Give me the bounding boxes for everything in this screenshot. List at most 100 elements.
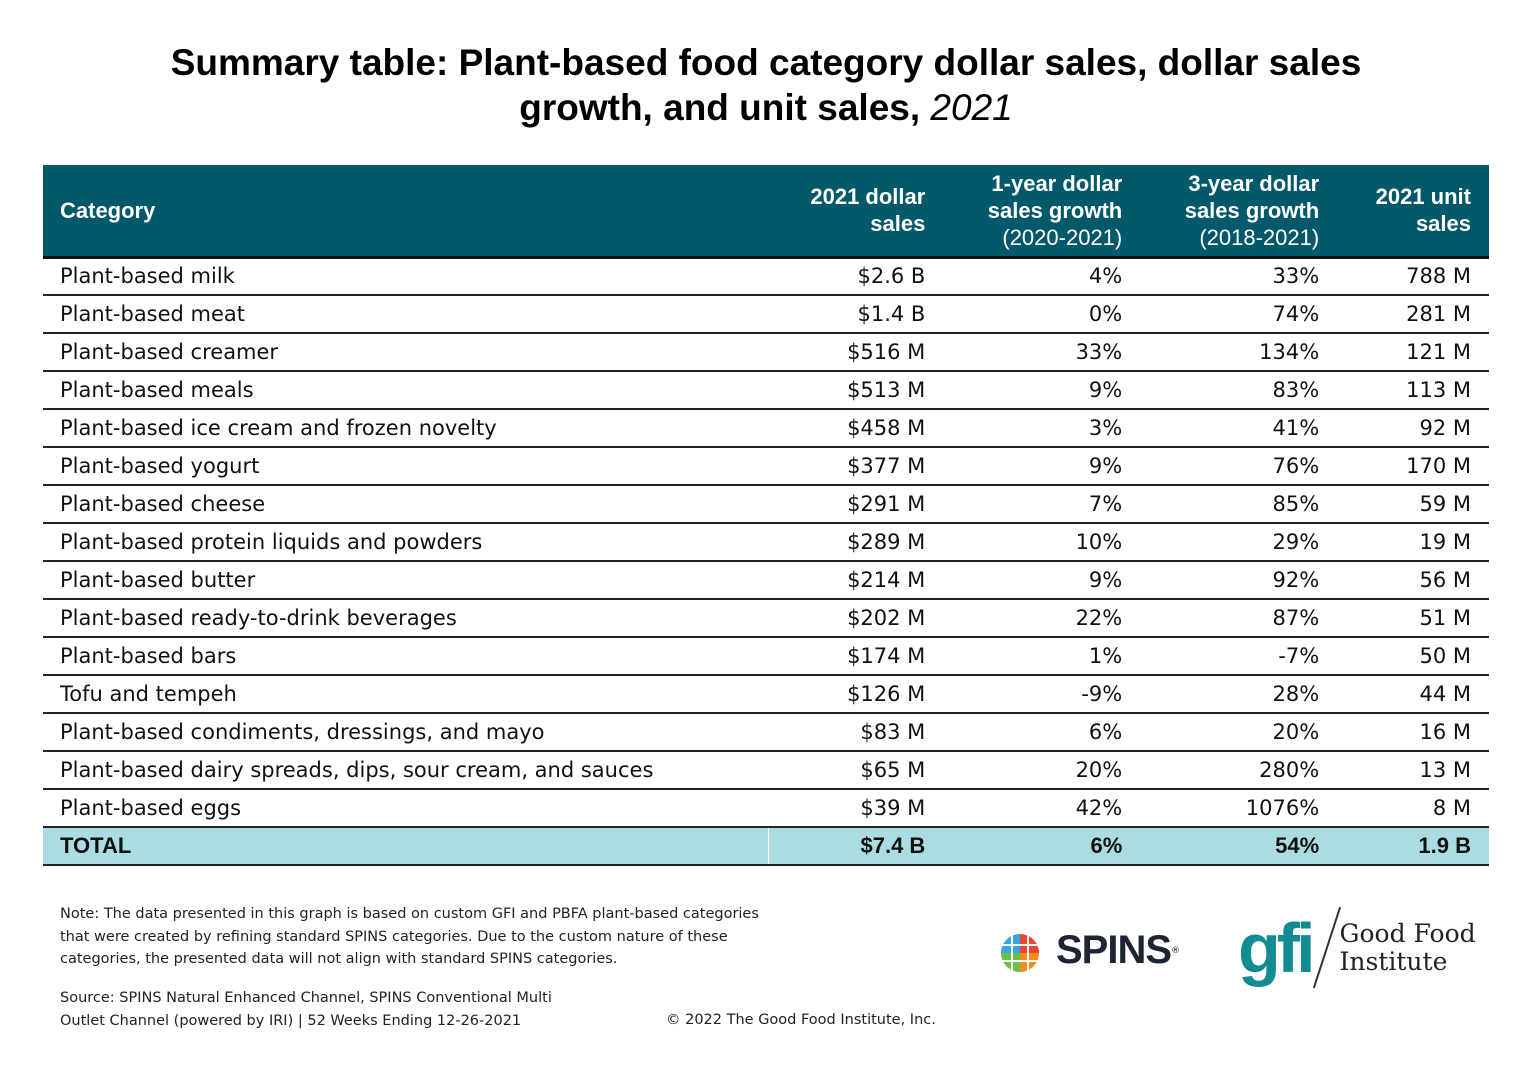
gfi-name-line: Good Food [1339,918,1476,948]
cell-dollar-sales: $202 M [847,606,926,630]
cell-three-year-growth: 85% [1272,492,1320,516]
cell-one-year-growth: 7% [1088,492,1123,516]
cell-dollar-sales: $126 M [847,682,926,706]
cell-one-year-growth: 9% [1088,454,1123,478]
header-text: sales growth [1184,197,1320,223]
cell-dollar-sales: $83 M [860,720,926,744]
note-line: Note: The data presented in this graph i… [60,906,759,922]
cell-dollar-sales: $513 M [847,378,926,402]
cell-category: Plant-based meals [60,378,254,402]
table-row: Plant-based creamer $516 M 33% 134% 121 M [43,333,1489,371]
header-one-year-growth: 1-year dollar sales growth (2020-2021) [943,165,1140,257]
cell-unit-sales: 59 M [1419,492,1471,516]
cell-three-year-growth: 74% [1272,302,1320,326]
header-text: 2021 unit [1375,184,1471,210]
header-text: 2021 dollar [810,184,926,210]
cell-unit-sales: 788 M [1406,264,1471,289]
cell-dollar-sales: $2.6 B [857,264,926,289]
header-category: Category [43,165,769,257]
cell-dollar-sales: $458 M [847,416,926,440]
cell-unit-sales: 281 M [1406,302,1471,326]
cell-category: Plant-based condiments, dressings, and m… [60,720,545,744]
cell-unit-sales: 92 M [1419,416,1471,440]
cell-unit-sales: 16 M [1419,720,1471,744]
cell-one-year-growth: 0% [1088,302,1123,326]
table-row: Plant-based bars $174 M 1% -7% 50 M [43,637,1489,675]
table-row: Plant-based yogurt $377 M 9% 76% 170 M [43,447,1489,485]
total-row: TOTAL $7.4 B 6% 54% 1.9 B [43,827,1489,865]
header-text: 3-year dollar [1188,170,1320,196]
cell-category: Plant-based ready-to-drink beverages [60,606,457,630]
cell-three-year-growth: 20% [1272,720,1320,744]
table-row: Plant-based dairy spreads, dips, sour cr… [43,751,1489,789]
table-row: Plant-based ice cream and frozen novelty… [43,409,1489,447]
registered-mark: ® [1171,945,1181,956]
cell-category: Plant-based milk [60,264,235,289]
table-row: Plant-based ready-to-drink beverages $202… [43,599,1489,637]
title-line-2: growth, and unit sales, [519,87,921,128]
cell-three-year-growth: -7% [1278,644,1320,668]
table-row: Plant-based cheese $291 M 7% 85% 59 M [43,485,1489,523]
cell-unit-sales: 8 M [1432,796,1471,820]
divider [1312,906,1341,989]
cell-one-year-growth: 22% [1075,606,1123,630]
cell-one-year-growth: 6% [1088,720,1123,744]
cell-three-year-growth: 41% [1272,416,1320,440]
page-title: Summary table: Plant-based food category… [0,40,1532,130]
table-row: Plant-based butter $214 M 9% 92% 56 M [43,561,1489,599]
header-text: (2020-2021) [1002,224,1123,250]
cell-unit-sales: 13 M [1419,758,1471,782]
cell-dollar-sales: $7.4 B [860,833,926,858]
copyright: © 2022 The Good Food Institute, Inc. [666,1012,936,1028]
cell-dollar-sales: $65 M [860,758,926,782]
cell-dollar-sales: $174 M [847,644,926,668]
cell-three-year-growth: 33% [1272,264,1320,289]
cell-category: Plant-based butter [60,568,256,592]
table-row: Plant-based milk $2.6 B 4% 33% 788 M [43,257,1489,295]
cell-category: Plant-based dairy spreads, dips, sour cr… [60,758,654,782]
cell-three-year-growth: 87% [1272,606,1320,630]
header-three-year-growth: 3-year dollar sales growth (2018-2021) [1140,165,1337,257]
cell-dollar-sales: $289 M [847,530,926,554]
cell-dollar-sales: $377 M [847,454,926,478]
cell-unit-sales: 121 M [1406,340,1471,364]
cell-three-year-growth: 280% [1259,758,1320,782]
cell-three-year-growth: 76% [1272,454,1320,478]
cell-category: TOTAL [43,827,770,865]
header-text: 1-year dollar [991,170,1123,196]
table-row: Plant-based protein liquids and powders $… [43,523,1489,561]
gfi-logo: gfi Good Food Institute [1238,905,1476,990]
source-line: Outlet Channel (powered by IRI) | 52 Wee… [60,1012,522,1029]
cell-three-year-growth: 29% [1272,530,1320,554]
cell-one-year-growth: 20% [1075,758,1123,782]
cell-category: Plant-based meat [60,302,246,326]
cell-one-year-growth: 1% [1088,644,1123,668]
cell-category: Plant-based yogurt [60,454,260,478]
cell-one-year-growth: -9% [1081,682,1123,706]
cell-unit-sales: 56 M [1419,568,1471,592]
note-line: categories, the presented data will not … [60,951,618,967]
cell-three-year-growth: 28% [1272,682,1320,706]
cell-unit-sales: 19 M [1419,530,1471,554]
table-row: Plant-based meat $1.4 B 0% 74% 281 M [43,295,1489,333]
header-unit-sales: 2021 unit sales [1337,165,1489,257]
source-line: Source: SPINS Natural Enhanced Channel, … [60,990,552,1006]
source-text: Source: SPINS Natural Enhanced Channel, … [60,987,552,1032]
title-line-1: Summary table: Plant-based food category… [170,42,1362,83]
cell-one-year-growth: 10% [1075,530,1123,554]
cell-category: Plant-based ice cream and frozen novelty [60,416,497,440]
cell-one-year-growth: 4% [1088,264,1123,289]
cell-unit-sales: 44 M [1419,682,1471,706]
cell-one-year-growth: 6% [1090,833,1123,858]
title-year: 2021 [930,87,1013,128]
cell-dollar-sales: $214 M [847,568,926,592]
cell-unit-sales: 50 M [1419,644,1471,668]
cell-category: Tofu and tempeh [60,682,237,706]
header-row: Category 2021 dollar sales 1-year dollar sal… [43,165,1489,257]
cell-dollar-sales: $516 M [847,340,926,364]
cell-one-year-growth: 9% [1088,378,1123,402]
cell-category: Plant-based eggs [60,796,242,820]
note-line: that were created by refining standard S… [60,928,728,945]
header-text: sales [1415,211,1471,237]
cell-dollar-sales: $291 M [847,492,926,516]
